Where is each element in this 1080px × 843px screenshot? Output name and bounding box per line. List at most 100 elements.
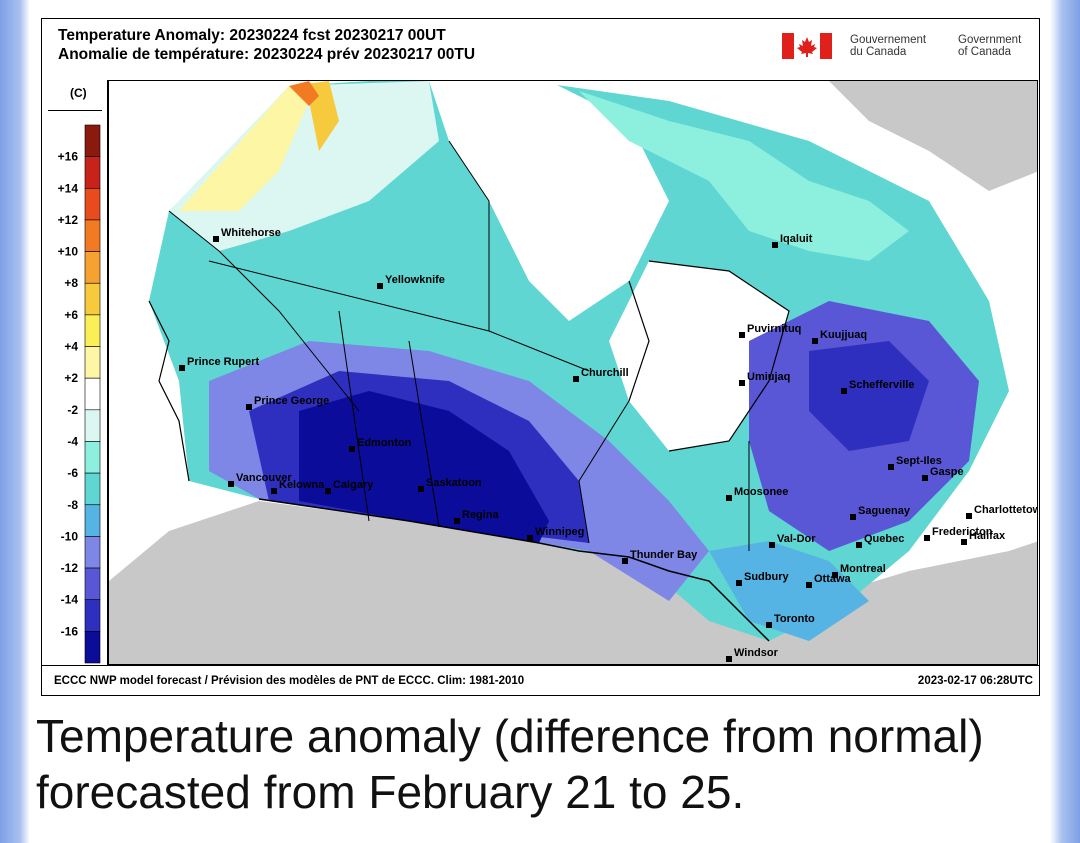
gov-en-line2: of Canada [958,46,1012,58]
city-label: Gaspe [930,466,964,478]
city-label: Churchill [581,367,629,379]
map-title-english: Temperature Anomaly: 20230224 fcst 20230… [58,27,446,44]
city-marker [924,535,930,541]
city-label: Umiujaq [747,371,790,383]
city-marker [812,338,818,344]
legend-swatch [84,156,101,189]
city-label: Saguenay [858,505,911,517]
city-marker [772,242,778,248]
anomaly-zone-minus-6-arctic [579,91,909,261]
city-label: Calgary [333,479,374,491]
provincial-border-bc [168,210,360,412]
city-marker [325,488,331,494]
city-marker [377,283,383,289]
legend-swatch [84,282,101,316]
greenland-land [829,81,1037,191]
city-label: Iqaluit [780,233,813,245]
city-marker [454,518,460,524]
legend-label: +12 [58,213,79,227]
legend-swatch [84,251,101,284]
city-marker [832,572,838,578]
city-marker [961,539,967,545]
legend-label: -6 [67,466,78,480]
city-marker [213,236,219,242]
territorial-border-nu [448,140,490,331]
city-label: Montreal [840,563,886,575]
legend-swatch [84,536,101,569]
city-label: Charlottetown [974,504,1038,516]
legend-swatch [84,472,101,506]
anomaly-zone-minus-16-labrador [809,341,929,451]
city-label: Kuujjuaq [820,329,867,341]
city-marker [726,656,732,662]
city-label: Halifax [969,530,1006,542]
legend-swatch [84,187,101,221]
legend-label: -2 [67,403,78,417]
legend-label: +16 [58,150,79,164]
city-label: Regina [462,509,500,521]
city-label: Prince Rupert [187,356,259,368]
legend-swatch [84,219,101,252]
anomaly-zone-minus-10-great-lakes [709,541,869,641]
pacific-coastline [148,300,190,482]
city-label: Windsor [734,647,779,659]
image-caption: Temperature anomaly (difference from nor… [36,710,984,818]
provincial-border-ab [338,310,370,522]
city-label: Fredericton [932,526,993,538]
legend-label: -4 [67,434,78,448]
city-marker [736,580,742,586]
legend-label: -8 [67,498,78,512]
city-marker [922,475,928,481]
city-label: Winnipeg [535,526,584,538]
city-label: Toronto [774,613,815,625]
city-label: Moosonee [734,486,788,498]
anomaly-zone-plus-10 [289,81,319,106]
city-label: Yellowknife [385,274,445,286]
city-marker [739,332,745,338]
city-marker [841,388,847,394]
legend-swatch [84,346,101,379]
anomaly-zone-hudson-bay [609,261,789,451]
city-marker [766,622,772,628]
legend-swatch [84,631,101,664]
legend-swatch [84,504,101,537]
legend-swatch [84,599,101,632]
legend-label: -14 [61,593,79,607]
legend-label: +8 [64,276,78,290]
city-label: Thunder Bay [630,549,698,561]
map-footer: ECCC NWP model forecast / Prévision des … [42,665,1039,695]
legend-color-bar: +16 +14 +12 +10 +8 +6 +4 +2 -2 -4 -6 -8 -10 -12 -14 -16 [58,124,101,664]
city-label: Sudbury [744,571,789,583]
city-label: Val-Dor [777,533,816,545]
legend-divider [48,110,102,111]
legend-swatch [84,377,101,411]
anomaly-zone-plus-6 [289,81,339,151]
city-marker [850,514,856,520]
city-label: Edmonton [357,437,412,449]
legend-swatch [84,314,101,347]
hudson-bay-coastline [628,260,790,452]
legend-label: +6 [64,308,78,322]
city-marker [573,376,579,382]
government-wordmark-english: Government of Canada [958,34,1021,58]
city-marker [527,535,533,541]
city-marker [726,495,732,501]
canada-flag-icon [782,33,832,59]
map-canvas: Whitehorse Yellowknife Iqaluit Puvirnituq Ku… [109,81,1038,664]
city-marker [228,481,234,487]
city-marker [888,464,894,470]
city-marker [418,486,424,492]
canada-us-border [258,498,770,642]
provincial-border-sk [408,340,440,528]
map-title-french: Anomalie de température: 20230224 prév 2… [58,46,476,63]
city-marker [622,558,628,564]
city-marker [739,380,745,386]
city-label: Ottawa [814,573,852,585]
city-marker [966,513,972,519]
legend-swatch [84,567,101,601]
temperature-anomaly-map: Whitehorse Yellowknife Iqaluit Puvirnituq Ku… [108,80,1038,665]
gov-en-line1: Government [958,34,1022,46]
provincial-border-mb-on [578,400,630,544]
legend-label: +14 [58,181,79,195]
city-label: Puvirnituq [747,323,801,335]
